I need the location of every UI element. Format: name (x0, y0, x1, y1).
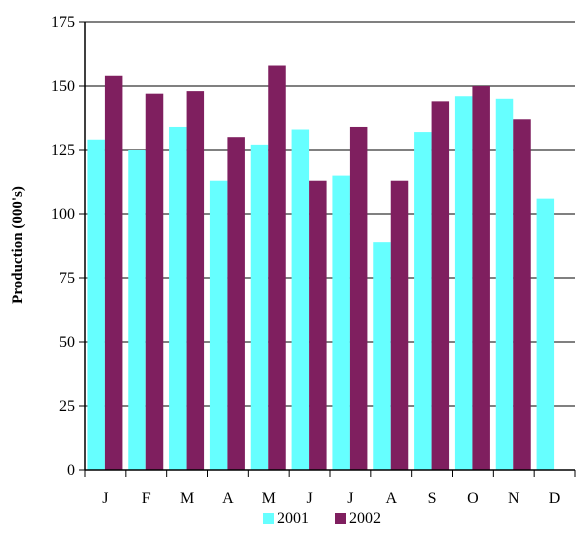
x-tick-label: O (467, 490, 479, 507)
x-tick-label: M (180, 490, 194, 507)
legend-swatch (335, 513, 346, 524)
x-tick-label: A (385, 490, 397, 507)
y-tick-label: 50 (59, 334, 75, 351)
bar-2001 (495, 98, 514, 471)
bar-2002 (309, 180, 327, 470)
y-tick-label: 75 (59, 270, 75, 287)
bar-2002 (145, 93, 164, 471)
legend-label: 2002 (349, 510, 381, 527)
y-tick-label: 175 (51, 14, 75, 31)
x-tick-label: M (262, 490, 276, 507)
bar-2002 (104, 75, 123, 470)
x-tick-label: D (549, 490, 561, 507)
x-tick-label: A (222, 490, 234, 507)
bar-2002 (268, 65, 286, 471)
y-tick-label: 125 (51, 142, 75, 159)
y-ticks: 0 25 50 75 100 125 150 175 (51, 14, 85, 479)
x-tick-label: F (142, 490, 151, 507)
legend-swatch (263, 513, 274, 524)
x-tick-label: J (102, 490, 108, 507)
bar-2001 (87, 139, 105, 470)
bar-2002 (431, 101, 450, 471)
bar-2001 (373, 242, 391, 470)
bar-2001 (169, 126, 187, 471)
bar-2002 (472, 86, 490, 470)
bar-2002 (513, 119, 531, 470)
y-tick-label: 150 (51, 78, 75, 95)
x-tick-label: J (347, 490, 353, 507)
bar-2001 (332, 175, 350, 470)
bar-2001 (209, 180, 228, 470)
bar-2001 (291, 129, 310, 470)
x-tick-label: S (428, 490, 437, 507)
y-axis-label: Production (000's) (10, 186, 26, 304)
gridlines (85, 21, 575, 407)
x-tick-label: J (306, 490, 312, 507)
bar-2001 (128, 150, 146, 470)
y-tick-label: 0 (67, 462, 75, 479)
x-tick-label: N (508, 490, 520, 507)
legend-label: 2001 (277, 510, 309, 527)
bar-2001 (414, 132, 432, 470)
bar-2002 (227, 137, 245, 470)
legend: 2001 2002 (263, 510, 381, 527)
bar-2001 (250, 144, 269, 470)
bar-2002 (390, 180, 409, 470)
bar-2002 (186, 91, 205, 471)
bars (87, 65, 555, 471)
y-tick-label: 25 (59, 398, 75, 415)
bar-2001 (536, 198, 555, 470)
y-tick-label: 100 (51, 206, 75, 223)
bar-2001 (454, 96, 473, 471)
bar-2002 (349, 126, 368, 471)
